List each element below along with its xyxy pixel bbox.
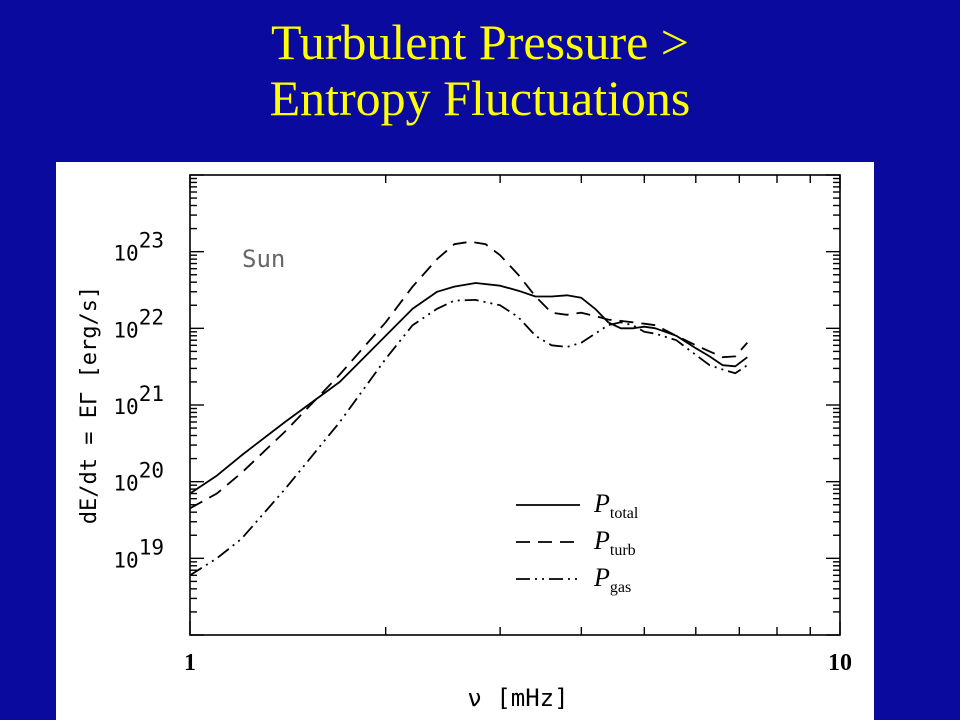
x-tick-labels: 1 10 [184,650,852,676]
y-tick-exponent: 20 [139,459,164,483]
plot-frame [189,174,841,636]
y-tick-label: 1020 [113,459,164,496]
legend-subscript: gas [610,579,631,596]
legend-symbol: P [593,489,610,518]
x-tick-label: 1 [184,650,196,676]
series-line-total [189,282,748,495]
y-tick-label: 1021 [113,382,164,419]
legend-label-turb: Pturb [593,526,636,559]
y-tick-label: 1022 [113,305,164,342]
legend-subscript: total [610,505,639,522]
x-axis-label: ν [mHz] [467,684,568,712]
y-tick-exponent: 19 [139,535,164,559]
slide-title: Turbulent Pressure > Entropy Fluctuation… [0,14,960,126]
y-axis-label: dE/dt = EΓ [erg/s] [77,286,102,524]
y-tick-exponent: 23 [139,229,164,253]
y-tick-exponent: 22 [139,305,164,329]
y-tick-base: 10 [113,395,138,419]
y-tick-label: 1023 [113,229,164,266]
y-tick-exponent: 21 [139,382,164,406]
legend-symbol: P [593,526,610,555]
x-tick-label: 10 [828,650,852,676]
legend-symbol: P [593,563,610,592]
legend-label-gas: Pgas [593,563,631,596]
y-tick-label: 1019 [113,535,164,572]
chart-panel: 1 10 1019 1020 1021 1022 1023 Sun Ptotal Pturb… [56,162,874,720]
y-tick-base: 10 [113,318,138,342]
legend-subscript: turb [610,542,636,559]
title-line-1: Turbulent Pressure > [270,14,690,70]
series-line-turb [189,240,748,510]
y-tick-base: 10 [113,242,138,266]
sun-annotation: Sun [242,245,285,273]
axis-ticks [189,174,841,636]
series-lines [189,240,748,577]
series-line-gas [189,299,748,577]
y-tick-base: 10 [113,472,138,496]
legend-label-total: Ptotal [593,489,639,522]
y-tick-base: 10 [113,548,138,572]
title-line-2: Entropy Fluctuations [269,70,691,126]
